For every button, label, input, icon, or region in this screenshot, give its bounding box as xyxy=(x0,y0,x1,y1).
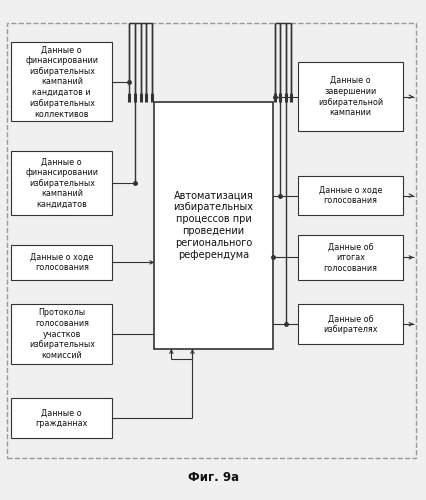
Text: Данные об
избирателях: Данные об избирателях xyxy=(322,314,377,334)
Text: Фиг. 9а: Фиг. 9а xyxy=(187,471,239,484)
Text: Данные о
финансировании
избирательных
кампаний
кандидатов и
избирательных
коллек: Данные о финансировании избирательных ка… xyxy=(25,45,98,118)
Text: Данные о ходе
голосования: Данные о ходе голосования xyxy=(30,252,93,272)
Text: Данные о
гражданнах: Данные о гражданнах xyxy=(35,408,88,428)
Text: Автоматизация
избирательных
процессов при
проведении
регионального
референдума: Автоматизация избирательных процессов пр… xyxy=(173,190,253,260)
Text: Протоколы
голосования
участков
избирательных
комиссий: Протоколы голосования участков избирател… xyxy=(29,308,95,360)
Text: Данные о ходе
голосования: Данные о ходе голосования xyxy=(318,186,381,206)
Bar xyxy=(11,151,112,216)
Bar xyxy=(154,102,272,349)
Bar xyxy=(11,398,112,438)
Bar xyxy=(297,62,402,132)
Text: Данные об
итогах
голосования: Данные об итогах голосования xyxy=(323,242,377,272)
Bar xyxy=(11,304,112,364)
Bar xyxy=(297,235,402,280)
Bar xyxy=(297,176,402,216)
Bar xyxy=(7,22,415,458)
Bar xyxy=(11,42,112,121)
Bar xyxy=(11,245,112,280)
Bar xyxy=(297,304,402,344)
Text: Данные о
финансировании
избирательных
кампаний
кандидатов: Данные о финансировании избирательных ка… xyxy=(25,157,98,209)
Text: Данные о
завершении
избирательной
кампании: Данные о завершении избирательной кампан… xyxy=(317,76,382,118)
